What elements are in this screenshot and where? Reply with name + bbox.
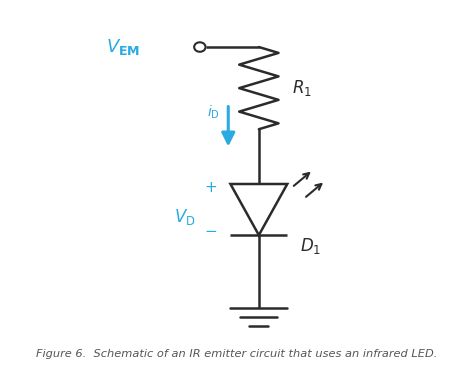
Text: $i_{\mathrm{D}}$: $i_{\mathrm{D}}$ <box>207 103 219 121</box>
Text: Figure 6.  Schematic of an IR emitter circuit that uses an infrared LED.: Figure 6. Schematic of an IR emitter cir… <box>36 349 438 359</box>
Text: $V_{\mathrm{D}}$: $V_{\mathrm{D}}$ <box>174 207 195 227</box>
Text: +: + <box>205 180 217 195</box>
Polygon shape <box>230 184 287 235</box>
Text: $D_1$: $D_1$ <box>301 236 321 256</box>
Text: −: − <box>205 224 217 239</box>
Text: $V_{\mathregular{EM}}$: $V_{\mathregular{EM}}$ <box>106 37 140 57</box>
Text: $R_1$: $R_1$ <box>292 78 311 98</box>
